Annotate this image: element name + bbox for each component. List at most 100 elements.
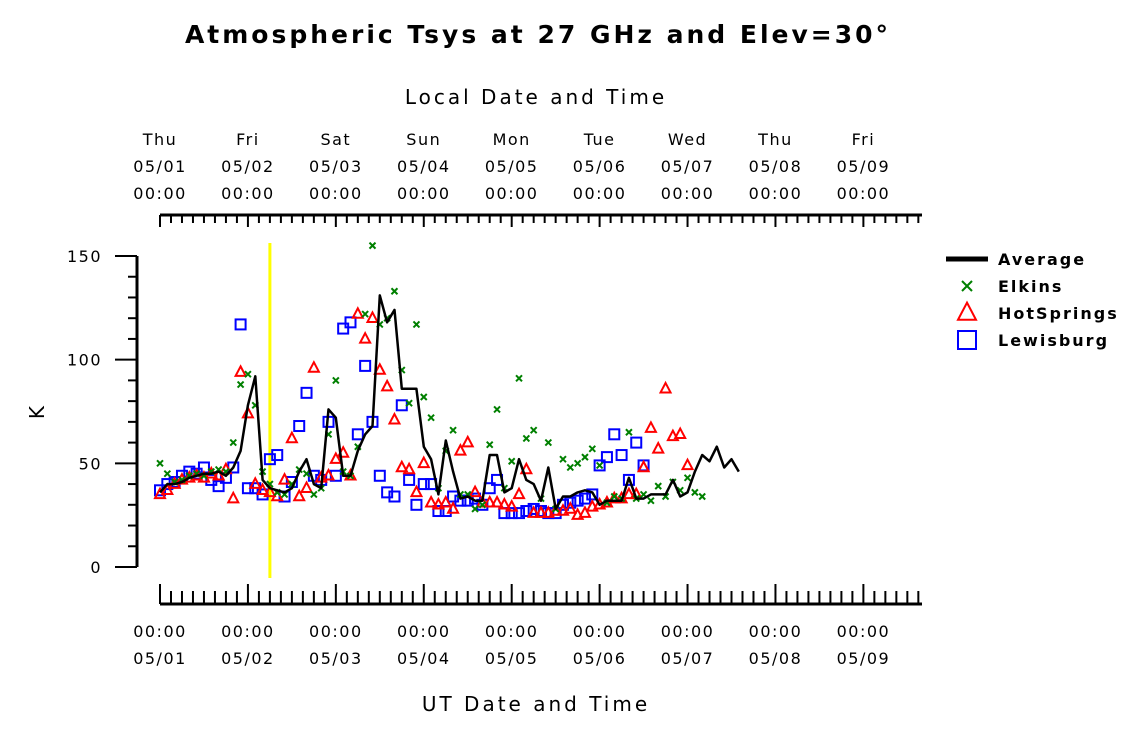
point-hotsprings — [505, 498, 519, 512]
top-tick-label-time: 00:00 — [661, 184, 715, 203]
point-lewisburg — [234, 318, 247, 331]
bottom-tick-label-date: 05/02 — [221, 649, 275, 668]
legend-elkins-swatch — [961, 280, 973, 292]
point-elkins — [368, 241, 377, 250]
point-hotsprings — [373, 362, 387, 375]
point-elkins — [581, 453, 589, 461]
point-hotsprings — [431, 496, 446, 510]
bottom-axis-title: UT Date and Time — [422, 692, 650, 716]
point-elkins — [625, 428, 633, 436]
point-hotsprings — [556, 503, 570, 516]
point-lewisburg — [359, 359, 372, 372]
point-hotsprings — [351, 306, 365, 319]
point-hotsprings — [387, 411, 402, 425]
point-hotsprings — [248, 476, 262, 489]
point-hotsprings — [299, 480, 314, 493]
point-hotsprings — [578, 505, 592, 518]
point-hotsprings — [563, 501, 577, 514]
point-hotsprings — [321, 467, 336, 481]
point-hotsprings — [622, 486, 636, 500]
point-lewisburg — [432, 505, 445, 518]
point-lewisburg — [410, 498, 423, 511]
top-tick-label-time: 00:00 — [573, 184, 627, 203]
point-hotsprings — [658, 380, 673, 394]
point-elkins — [507, 457, 516, 465]
point-elkins — [544, 438, 553, 447]
bottom-tick-label-time: 00:00 — [221, 622, 275, 641]
top-tick-label-date: 05/01 — [133, 157, 187, 176]
point-hotsprings — [241, 405, 255, 419]
series-average-line — [159, 294, 740, 511]
point-elkins — [559, 455, 567, 463]
point-lewisburg — [293, 420, 306, 433]
point-elkins — [229, 438, 237, 447]
point-hotsprings — [570, 507, 585, 520]
point-hotsprings — [292, 488, 306, 502]
bottom-tick-label-date: 05/04 — [397, 649, 451, 668]
point-hotsprings — [402, 461, 416, 475]
point-hotsprings — [453, 442, 468, 456]
y-axis: 0 50 100 150 — [67, 247, 139, 577]
point-elkins — [156, 459, 164, 468]
point-lewisburg — [615, 449, 628, 462]
point-hotsprings — [461, 434, 475, 448]
point-hotsprings — [527, 505, 541, 518]
bottom-tick-label-date: 05/07 — [661, 649, 715, 668]
point-lewisburg — [388, 490, 401, 503]
top-tick-label-date: 05/05 — [485, 157, 539, 176]
point-hotsprings — [607, 490, 621, 504]
point-hotsprings — [512, 486, 526, 500]
top-tick-label-day: Fri — [236, 130, 260, 149]
point-elkins — [405, 399, 413, 407]
point-hotsprings — [365, 310, 380, 323]
point-elkins — [361, 310, 369, 318]
point-hotsprings — [211, 467, 226, 481]
bottom-tick-label-time: 00:00 — [133, 622, 187, 641]
top-tick-label-date: 05/04 — [397, 157, 451, 176]
top-tick-label-date: 05/06 — [573, 157, 627, 176]
top-tick-label-time: 00:00 — [221, 184, 275, 203]
point-hotsprings — [519, 461, 534, 475]
point-lewisburg — [513, 507, 526, 520]
point-hotsprings — [424, 494, 438, 508]
bottom-tick-label-date: 05/05 — [485, 649, 539, 668]
legend-hotsprings-label: HotSprings — [998, 304, 1119, 323]
point-hotsprings — [395, 459, 409, 473]
top-tick-label-day: Thu — [142, 130, 178, 149]
point-lewisburg — [403, 473, 416, 486]
point-hotsprings — [263, 484, 277, 498]
point-elkins — [654, 482, 662, 490]
point-elkins — [471, 505, 479, 513]
point-elkins — [427, 414, 435, 422]
point-lewisburg — [505, 507, 518, 520]
bottom-tick-label-time: 00:00 — [397, 622, 451, 641]
series-lewisburg — [154, 316, 650, 520]
point-hotsprings — [329, 451, 343, 464]
point-hotsprings — [644, 420, 658, 433]
point-lewisburg — [271, 449, 284, 462]
bottom-tick-label-time: 00:00 — [749, 622, 803, 641]
point-hotsprings — [439, 494, 453, 508]
bottom-tick-label-date: 05/08 — [749, 649, 803, 668]
point-elkins — [515, 374, 523, 383]
legend-elkins-label: Elkins — [998, 277, 1063, 296]
top-tick-label-time: 00:00 — [837, 184, 891, 203]
point-hotsprings — [541, 505, 555, 518]
top-tick-label-date: 05/02 — [221, 157, 275, 176]
top-tick-label-time: 00:00 — [485, 184, 539, 203]
top-axis-title: Local Date and Time — [405, 85, 667, 109]
top-tick-label-time: 00:00 — [309, 184, 363, 203]
y-tick-label: 0 — [90, 558, 102, 577]
point-lewisburg — [571, 494, 584, 507]
top-tick-label-day: Sun — [406, 130, 441, 149]
point-hotsprings — [490, 494, 504, 508]
point-elkins — [573, 459, 582, 468]
top-tick-label-day: Thu — [757, 130, 793, 149]
point-elkins — [332, 376, 340, 385]
point-elkins — [647, 496, 655, 505]
y-tick-label: 50 — [79, 454, 102, 473]
point-hotsprings — [380, 378, 394, 392]
point-hotsprings — [673, 426, 687, 440]
point-elkins — [493, 405, 501, 414]
